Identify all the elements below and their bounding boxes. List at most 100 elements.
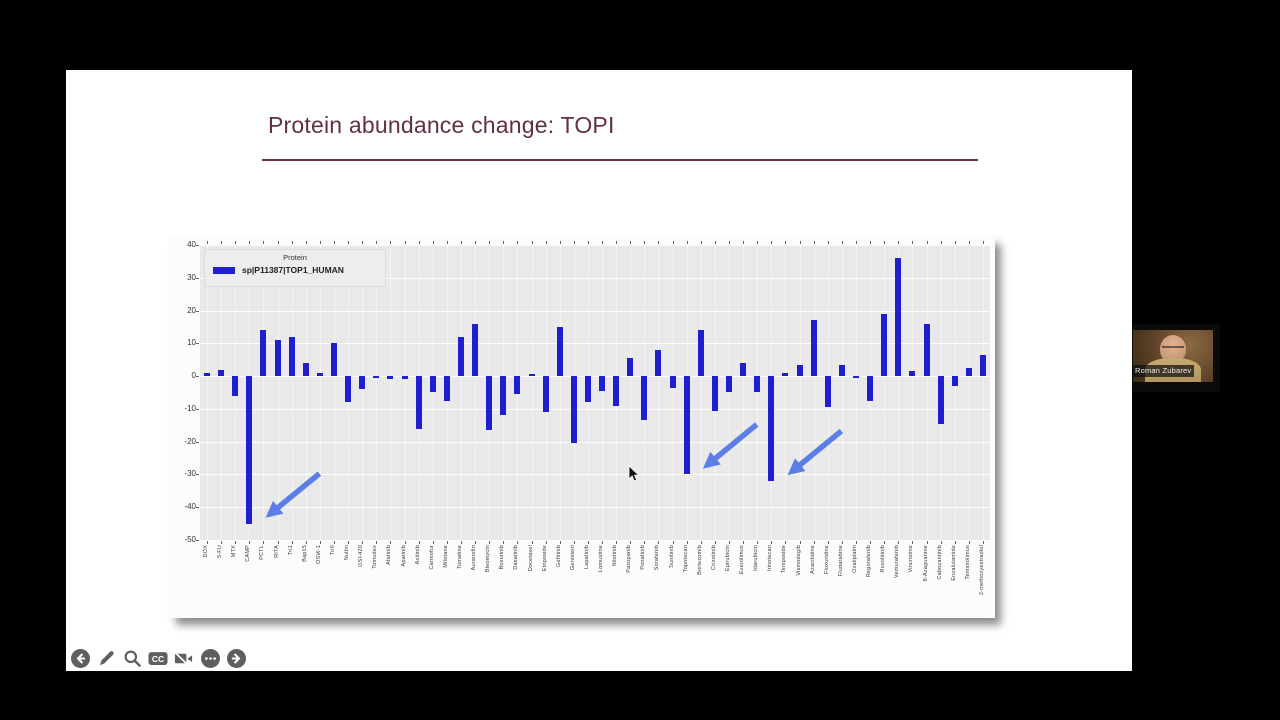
x-tick-mark	[813, 241, 815, 244]
x-tick-label: Fludarabine	[837, 545, 844, 577]
gridline-x	[221, 245, 223, 540]
bar-Azacitidine	[810, 320, 817, 377]
y-tick-mark	[196, 343, 199, 345]
x-tick-label: Cabozantinib	[936, 545, 943, 580]
bar-Auranofin	[472, 323, 479, 377]
bar-Fludarabine	[838, 364, 845, 377]
bar-DOX	[204, 372, 211, 377]
gridline-x	[404, 245, 406, 540]
x-tick-label: Afatinib	[386, 545, 393, 565]
x-tick-mark	[475, 541, 477, 544]
bar-Epirubicin	[726, 376, 733, 393]
x-tick-label: Tri1	[287, 545, 294, 556]
bar-Bosutinib	[500, 376, 507, 416]
bar-Topotecan	[683, 376, 690, 475]
x-tick-label: Nilotinib	[612, 545, 619, 567]
bar-Vismodegib	[796, 364, 803, 377]
gridline-x	[982, 245, 984, 540]
gridline-y	[200, 540, 990, 541]
bar-Irinotecan	[768, 376, 775, 481]
x-tick-label: Pazopanib	[626, 545, 633, 573]
x-tick-mark	[263, 541, 265, 544]
y-tick-mark	[196, 277, 199, 279]
x-tick-mark	[757, 541, 759, 544]
y-tick-mark	[196, 507, 199, 509]
x-tick-label: Nutlin	[344, 545, 351, 561]
x-tick-mark	[827, 541, 829, 544]
x-tick-mark	[221, 541, 223, 544]
x-tick-label: Idarubicin	[753, 545, 760, 571]
previous-slide-icon[interactable]	[70, 648, 90, 668]
bar-Idarubicin	[754, 376, 761, 393]
x-tick-mark	[545, 241, 547, 244]
x-tick-label: TriII	[330, 545, 337, 556]
legend-title: Protein	[283, 253, 307, 262]
y-tick-label: -50	[184, 535, 196, 544]
gridline-x	[785, 245, 787, 540]
x-tick-label: Carmofur	[428, 545, 435, 570]
chart-legend: Protein sp|P11387|TOP1_HUMAN	[204, 249, 386, 287]
y-tick-label: 40	[187, 240, 196, 249]
x-tick-mark	[616, 241, 618, 244]
gridline-x	[630, 245, 632, 540]
zoom-search-icon[interactable]	[122, 648, 142, 668]
x-tick-mark	[954, 541, 956, 544]
bar-5-FU	[218, 369, 225, 377]
x-tick-mark	[644, 541, 646, 544]
x-tick-mark	[249, 541, 251, 544]
bar-Ponatinib	[641, 376, 648, 421]
bar-Everolimus	[740, 363, 747, 377]
annotate-pencil-icon[interactable]	[96, 648, 116, 668]
gridline-y	[200, 277, 990, 279]
x-tick-mark	[926, 241, 928, 244]
x-tick-mark	[390, 541, 392, 544]
x-tick-mark	[249, 241, 251, 244]
next-slide-icon[interactable]	[226, 648, 246, 668]
x-tick-mark	[235, 541, 237, 544]
presenter-name: Roman Zubarev	[1133, 365, 1195, 377]
more-options-icon[interactable]	[200, 648, 220, 668]
x-tick-label: Mitotane	[442, 545, 449, 568]
x-tick-label: Lapatinib	[583, 545, 590, 570]
x-tick-mark	[940, 541, 942, 544]
x-tick-mark	[700, 541, 702, 544]
y-tick-mark	[196, 408, 199, 410]
gridline-y	[200, 376, 990, 378]
x-tick-label: Epirubicin	[725, 545, 732, 572]
bar-Gefitinib	[556, 326, 563, 377]
gridline-x	[291, 245, 293, 540]
presenter-glasses	[1162, 346, 1184, 348]
camera-off-icon[interactable]	[174, 648, 194, 668]
y-tick-mark	[196, 474, 199, 476]
gridline-x	[277, 245, 279, 540]
y-tick-label: -30	[184, 469, 196, 479]
x-tick-label: OSI-420	[358, 545, 365, 567]
x-tick-mark	[785, 541, 787, 544]
x-tick-mark	[602, 241, 604, 244]
x-tick-label: Vemurafenib	[894, 545, 901, 579]
x-tick-mark	[658, 541, 660, 544]
bar-Lapatinib	[584, 376, 591, 403]
x-tick-label: 2-methoxyestradiol	[978, 545, 985, 596]
gridline-x	[841, 245, 843, 540]
x-tick-mark	[771, 241, 773, 244]
y-tick-label: 20	[187, 305, 196, 315]
bar-Tri1	[288, 336, 295, 377]
x-tick-label: Bleomycin	[485, 545, 492, 573]
bar-Bap15	[302, 363, 309, 377]
x-tick-mark	[912, 241, 914, 244]
closed-captions-icon[interactable]: CC	[148, 648, 168, 668]
x-tick-label: DOX	[203, 545, 210, 558]
x-tick-mark	[573, 241, 575, 244]
x-tick-mark	[319, 241, 321, 244]
y-tick-label: -20	[184, 436, 196, 446]
x-tick-mark	[616, 541, 618, 544]
gridline-y	[200, 343, 990, 345]
x-tick-mark	[898, 241, 900, 244]
x-tick-mark	[855, 241, 857, 244]
bar-2-methoxyestradiol	[979, 354, 986, 377]
bar-Crizotinib	[711, 376, 718, 411]
protein-abundance-chart: Protein sp|P11387|TOP1_HUMAN 40 30 20 10 0 -1…	[170, 237, 995, 618]
x-tick-label: Bosutinib	[499, 545, 506, 570]
webcam-thumbnail[interactable]: Roman Zubarev	[1132, 324, 1220, 392]
